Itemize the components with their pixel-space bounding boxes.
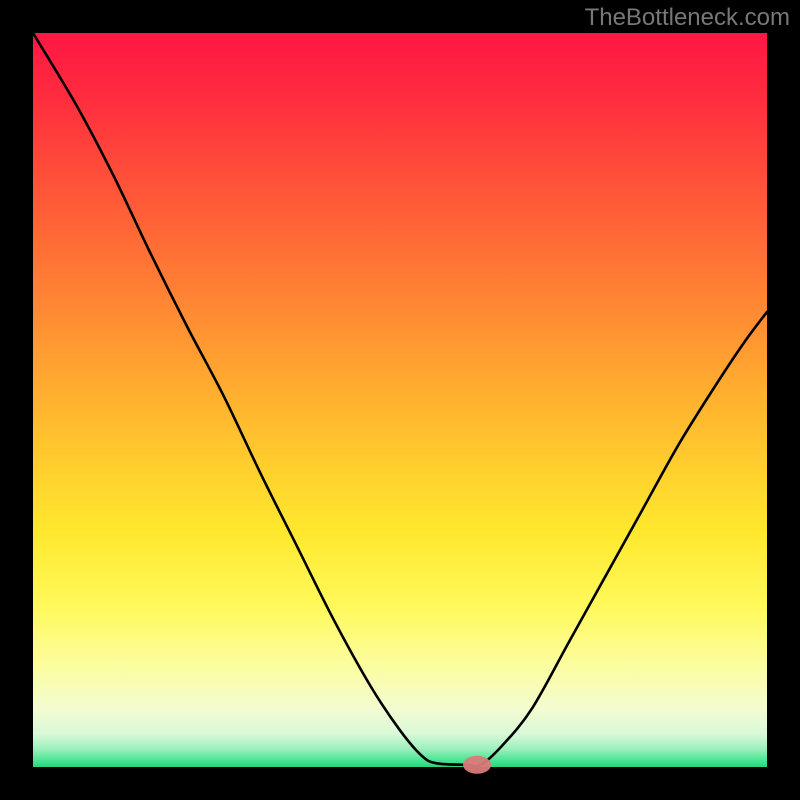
attribution-text: TheBottleneck.com bbox=[585, 4, 790, 32]
optimal-point-marker bbox=[463, 756, 491, 774]
chart-container: TheBottleneck.com bbox=[0, 0, 800, 800]
bottleneck-chart bbox=[0, 0, 800, 800]
